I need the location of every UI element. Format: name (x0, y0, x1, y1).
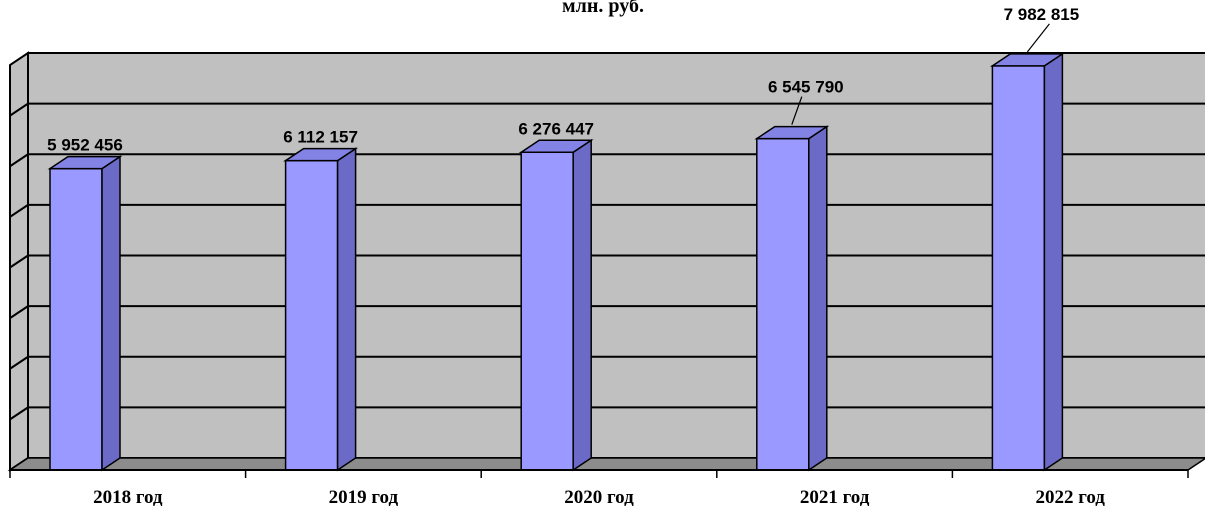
x-axis: 2018 год 2019 год 2020 год 2021 год 2022 год (9, 469, 1189, 506)
bar-top (518, 139, 594, 154)
value-label: 7 982 815 (1004, 5, 1080, 24)
bar-front (520, 151, 574, 471)
label-leader (1026, 23, 1050, 53)
bar-side (808, 125, 828, 472)
bar (989, 52, 1065, 472)
bar-top (283, 147, 359, 162)
bar-side (1043, 52, 1064, 472)
chart-title: млн. руб. (562, 0, 644, 17)
label-leader (791, 96, 803, 125)
bar-top (47, 155, 123, 170)
x-tick-label: 2018 год (93, 487, 163, 506)
bar-side (336, 147, 357, 472)
grid-line-side (9, 305, 29, 319)
bar-front (284, 159, 339, 471)
grid-line-side (9, 355, 29, 370)
x-tick-label: 2020 год (564, 487, 634, 506)
bar-front (756, 137, 810, 471)
grid-line-side (9, 102, 29, 117)
x-tick-label: 2021 год (800, 487, 870, 506)
grid-line-side (9, 406, 29, 421)
bar-front (49, 167, 103, 471)
value-labels: 5 952 456 6 112 157 6 276 447 6 545 790 7 98… (47, 5, 1079, 155)
bar (47, 155, 123, 472)
value-label: 6 545 790 (768, 78, 844, 97)
bars (47, 52, 1065, 472)
grid-line-side (9, 153, 29, 168)
grid-line-side (9, 254, 29, 269)
value-label: 5 952 456 (47, 136, 123, 155)
bar (754, 125, 830, 472)
bar-top (754, 125, 830, 140)
x-tick-label: 2022 год (1035, 487, 1105, 506)
grid-line-side (9, 204, 29, 218)
bar (518, 138, 594, 472)
x-tick-label: 2019 год (329, 487, 399, 506)
bar (283, 147, 359, 472)
bar-side (572, 138, 592, 472)
value-label: 6 112 157 (283, 128, 358, 147)
value-label: 6 276 447 (518, 119, 594, 138)
bar-side (101, 155, 121, 472)
bar-front (991, 65, 1046, 471)
bar-top (989, 53, 1065, 67)
